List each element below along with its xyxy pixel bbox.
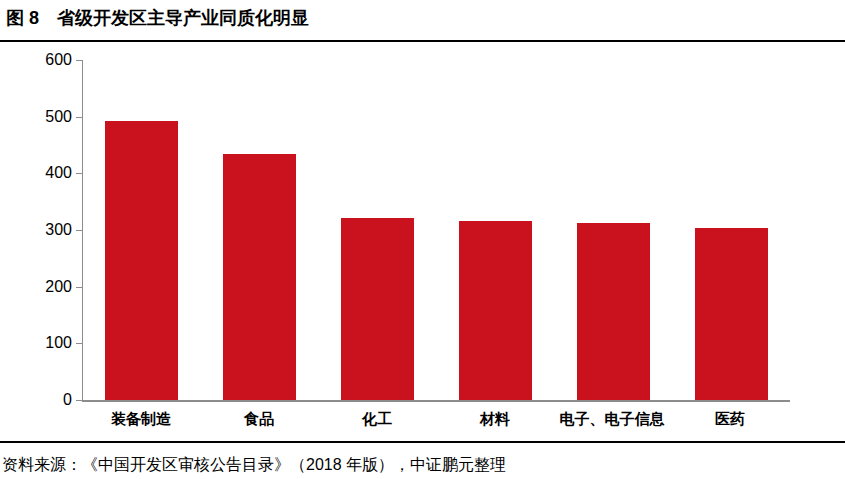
bar bbox=[695, 228, 768, 400]
plot-area bbox=[82, 60, 790, 402]
y-tick-label: 0 bbox=[20, 391, 72, 409]
y-tick-mark bbox=[76, 60, 82, 61]
y-tick-mark bbox=[76, 287, 82, 288]
bar bbox=[459, 221, 532, 400]
x-axis-label: 材料 bbox=[436, 409, 554, 429]
y-tick-label: 100 bbox=[20, 334, 72, 352]
bar-chart: 0 100 200 300 400 500 600 装备制造食品化工材料电子、电子信息医药 bbox=[0, 0, 845, 440]
bar bbox=[577, 223, 650, 400]
x-axis-label: 食品 bbox=[200, 409, 318, 429]
y-tick-mark bbox=[76, 400, 82, 401]
y-tick-mark bbox=[76, 230, 82, 231]
y-tick-label: 400 bbox=[20, 164, 72, 182]
x-axis-label: 装备制造 bbox=[82, 409, 200, 429]
bar bbox=[341, 218, 414, 400]
y-tick-label: 500 bbox=[20, 108, 72, 126]
y-tick-mark bbox=[76, 343, 82, 344]
bar bbox=[105, 121, 178, 400]
x-axis-label: 电子、电子信息 bbox=[553, 409, 671, 429]
bar bbox=[223, 154, 296, 400]
x-axis-label: 化工 bbox=[318, 409, 436, 429]
y-tick-mark bbox=[76, 173, 82, 174]
y-tick-label: 600 bbox=[20, 51, 72, 69]
report-figure-page: 图 8省级开发区主导产业同质化明显 0100200300400500600装备制… bbox=[0, 0, 845, 479]
footer-divider-rule bbox=[0, 441, 845, 443]
y-tick-label: 300 bbox=[20, 221, 72, 239]
y-tick-label: 200 bbox=[20, 278, 72, 296]
data-source-note: 资料来源：《中国开发区审核公告目录》（2018 年版），中证鹏元整理 bbox=[2, 454, 506, 475]
x-axis-label: 医药 bbox=[671, 409, 789, 429]
y-tick-mark bbox=[76, 117, 82, 118]
